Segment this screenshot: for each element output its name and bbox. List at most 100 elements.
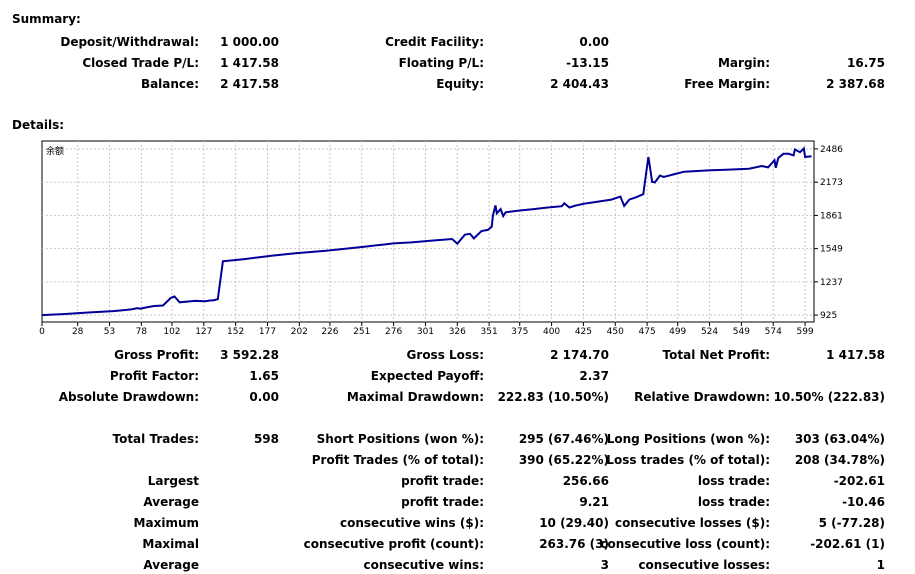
- largest-loss-label: loss trade:: [697, 474, 770, 488]
- profit-factor-value: 1.65: [249, 369, 279, 383]
- x-tick-label: 301: [417, 327, 434, 337]
- long-positions-label: Long Positions (won %):: [606, 432, 770, 446]
- average-wins-value: 3: [600, 558, 609, 572]
- closed-trade-pl-value: 1 417.58: [220, 56, 279, 70]
- maximal-profit-value: 263.76 (3): [539, 537, 609, 551]
- x-tick-label: 375: [511, 327, 528, 337]
- total-net-profit-value: 1 417.58: [826, 348, 885, 362]
- short-positions-label: Short Positions (won %):: [316, 432, 484, 446]
- maximum-wins-value: 10 (29.40): [539, 516, 609, 530]
- details-title: Details:: [12, 118, 65, 132]
- x-tick-label: 276: [385, 327, 402, 337]
- x-tick-label: 475: [639, 327, 656, 337]
- maximum-label: Maximum: [133, 516, 199, 530]
- gross-loss-label: Gross Loss:: [406, 348, 484, 362]
- average-loss-value: -10.46: [842, 495, 885, 509]
- maximal-label: Maximal: [142, 537, 199, 551]
- y-tick-label: 1549: [820, 245, 843, 255]
- average-profit-value: 9.21: [579, 495, 609, 509]
- summary-title: Summary:: [12, 12, 81, 26]
- expected-payoff-label: Expected Payoff:: [370, 369, 484, 383]
- balance-value: 2 417.58: [220, 77, 279, 91]
- maximal-drawdown-value: 222.83 (10.50%): [497, 390, 609, 404]
- average-consecutive-label: Average: [143, 558, 199, 572]
- x-tick-label: 574: [765, 327, 782, 337]
- credit-facility-value: 0.00: [579, 35, 609, 49]
- x-tick-label: 177: [259, 327, 276, 337]
- x-tick-label: 102: [163, 327, 180, 337]
- credit-facility-label: Credit Facility:: [385, 35, 484, 49]
- x-tick-label: 53: [104, 327, 115, 337]
- x-tick-label: 127: [195, 327, 212, 337]
- x-tick-label: 425: [575, 327, 592, 337]
- closed-trade-pl-label: Closed Trade P/L:: [82, 56, 199, 70]
- balance-series-line: [41, 146, 812, 317]
- x-tick-label: 351: [481, 327, 498, 337]
- margin-label: Margin:: [717, 56, 770, 70]
- total-net-profit-label: Total Net Profit:: [662, 348, 770, 362]
- absolute-drawdown-value: 0.00: [249, 390, 279, 404]
- loss-trades-value: 208 (34.78%): [794, 453, 885, 467]
- largest-loss-value: -202.61: [833, 474, 885, 488]
- maximum-losses-value: 5 (-77.28): [818, 516, 885, 530]
- absolute-drawdown-label: Absolute Drawdown:: [58, 390, 199, 404]
- average-profit-label: profit trade:: [401, 495, 484, 509]
- x-tick-label: 28: [72, 327, 84, 337]
- loss-trades-label: Loss trades (% of total):: [606, 453, 770, 467]
- largest-profit-label: profit trade:: [401, 474, 484, 488]
- chart-plot-area: [41, 140, 815, 323]
- maximum-losses-label: consecutive losses ($):: [614, 516, 770, 530]
- balance-label: Balance:: [140, 77, 199, 91]
- x-tick-label: 400: [543, 327, 560, 337]
- x-tick-label: 450: [607, 327, 624, 337]
- x-tick-label: 599: [796, 327, 813, 337]
- floating-pl-value: -13.15: [566, 56, 609, 70]
- y-tick-label: 925: [820, 311, 837, 321]
- profit-trades-label: Profit Trades (% of total):: [311, 453, 484, 467]
- expected-payoff-value: 2.37: [579, 369, 609, 383]
- margin-value: 16.75: [847, 56, 885, 70]
- gross-profit-value: 3 592.28: [220, 348, 279, 362]
- gross-profit-label: Gross Profit:: [114, 348, 199, 362]
- x-tick-label: 226: [321, 327, 338, 337]
- largest-label: Largest: [147, 474, 199, 488]
- total-trades-label: Total Trades:: [112, 432, 199, 446]
- x-tick-label: 0: [39, 327, 45, 337]
- deposit-withdrawal-value: 1 000.00: [220, 35, 279, 49]
- largest-profit-value: 256.66: [562, 474, 609, 488]
- x-tick-label: 251: [353, 327, 370, 337]
- profit-trades-value: 390 (65.22%): [518, 453, 609, 467]
- average-loss-label: loss trade:: [697, 495, 770, 509]
- average-losses-value: 1: [876, 558, 885, 572]
- long-positions-value: 303 (63.04%): [794, 432, 885, 446]
- y-tick-label: 1861: [820, 211, 843, 221]
- maximum-wins-label: consecutive wins ($):: [339, 516, 484, 530]
- relative-drawdown-value: 10.50% (222.83): [773, 390, 885, 404]
- x-tick-label: 202: [291, 327, 308, 337]
- x-tick-label: 549: [733, 327, 750, 337]
- maximal-profit-label: consecutive profit (count):: [303, 537, 484, 551]
- maximal-drawdown-label: Maximal Drawdown:: [346, 390, 484, 404]
- y-tick-label: 1237: [820, 278, 843, 288]
- average-wins-label: consecutive wins:: [363, 558, 484, 572]
- equity-label: Equity:: [436, 77, 484, 91]
- x-tick-label: 499: [669, 327, 686, 337]
- floating-pl-label: Floating P/L:: [398, 56, 484, 70]
- maximal-loss-value: -202.61 (1): [810, 537, 885, 551]
- average-losses-label: consecutive losses:: [638, 558, 770, 572]
- y-tick-label: 2486: [820, 145, 843, 155]
- x-tick-label: 326: [449, 327, 466, 337]
- deposit-withdrawal-label: Deposit/Withdrawal:: [60, 35, 199, 49]
- free-margin-value: 2 387.68: [826, 77, 885, 91]
- short-positions-value: 295 (67.46%): [518, 432, 609, 446]
- x-tick-label: 152: [227, 327, 244, 337]
- x-tick-label: 78: [136, 327, 148, 337]
- average-label: Average: [143, 495, 199, 509]
- maximal-loss-label: consecutive loss (count):: [600, 537, 770, 551]
- total-trades-value: 598: [253, 432, 279, 446]
- series-legend-label: 余额: [46, 145, 64, 157]
- equity-value: 2 404.43: [550, 77, 609, 91]
- balance-chart: 925 1237 1549 1861 2173 2486 0 28 53 78 102 127 152 1…: [39, 140, 843, 337]
- y-tick-label: 2173: [820, 178, 843, 188]
- gross-loss-value: 2 174.70: [550, 348, 609, 362]
